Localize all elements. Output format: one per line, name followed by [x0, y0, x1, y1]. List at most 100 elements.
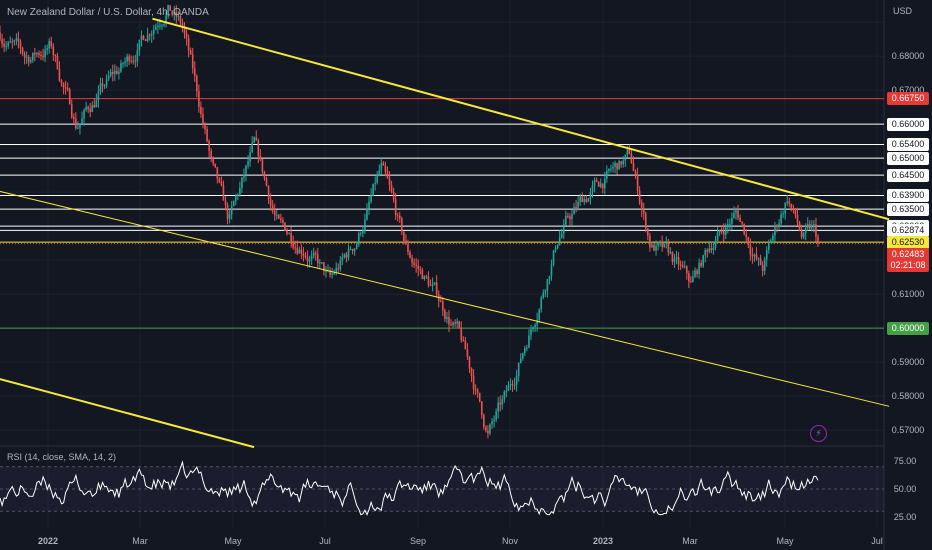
candle-body-367 [751, 254, 754, 257]
candle-body-361 [739, 217, 741, 222]
candle-body-369 [755, 254, 758, 259]
candle-body-252 [515, 376, 518, 385]
time-tick-9: Jul [871, 536, 883, 546]
candle-body-360 [737, 210, 739, 218]
time-tick-7: Mar [682, 536, 698, 546]
candle-body-300 [614, 163, 616, 167]
candle-body-41 [83, 109, 85, 119]
candle-body-262 [536, 319, 538, 325]
candle-body-188 [384, 165, 387, 172]
candle-body-397 [813, 224, 815, 226]
candle-body-353 [722, 230, 725, 235]
candle-body-71 [144, 39, 147, 42]
candle-body-348 [712, 247, 715, 250]
candle-body-391 [800, 230, 803, 238]
candle-body-20 [40, 54, 42, 56]
candle-body-159 [325, 270, 327, 272]
candle-body-106 [216, 167, 219, 179]
candle-body-168 [343, 254, 346, 258]
candle-body-53 [107, 75, 110, 79]
candle-body-47 [95, 100, 98, 108]
candle-body-35 [70, 104, 73, 118]
candle-body-199 [407, 244, 409, 253]
candle-body-374 [765, 249, 768, 260]
candle-body-140 [286, 230, 288, 235]
candle-body-264 [540, 297, 543, 310]
candle-body-190 [388, 178, 391, 185]
candle-body-84 [171, 10, 174, 15]
candlestick-series [0, 4, 819, 439]
candle-body-266 [544, 290, 547, 293]
candle-body-324 [663, 243, 666, 247]
candle-body-373 [763, 259, 766, 271]
candle-body-112 [228, 214, 231, 219]
candle-body-79 [161, 25, 163, 27]
candle-body-299 [612, 166, 614, 169]
candle-body-86 [175, 11, 178, 17]
candle-body-322 [659, 241, 661, 244]
candle-body-230 [470, 368, 473, 376]
candle-body-171 [349, 249, 352, 251]
candle-body-394 [806, 223, 809, 228]
currency-label: USD [893, 6, 913, 16]
candle-body-76 [155, 26, 157, 30]
candle-body-259 [530, 329, 532, 336]
candle-body-332 [679, 264, 682, 266]
candle-body-15 [29, 60, 32, 63]
lightning-icon[interactable]: ⚡ [810, 425, 827, 442]
candle-body-49 [99, 83, 102, 92]
candle-body-10 [19, 41, 22, 48]
candle-body-268 [548, 276, 551, 280]
candle-body-134 [273, 210, 276, 216]
candle-body-28 [56, 55, 59, 69]
candle-body-40 [81, 118, 83, 124]
candle-body-207 [423, 276, 426, 280]
trendlines [0, 17, 890, 449]
candle-body-321 [657, 243, 659, 246]
candle-body-103 [210, 150, 212, 158]
candle-body-121 [247, 161, 249, 166]
candle-body-339 [694, 270, 696, 277]
candle-body-295 [603, 178, 606, 189]
candle-body-240 [491, 421, 493, 425]
candle-body-124 [253, 137, 256, 143]
candle-body-7 [13, 40, 16, 42]
candle-body-301 [616, 163, 618, 170]
candle-body-104 [212, 157, 215, 164]
candle-body-291 [595, 180, 598, 182]
candle-body-125 [255, 137, 258, 141]
candle-body-242 [495, 411, 497, 420]
candle-body-392 [802, 233, 805, 238]
candle-body-187 [382, 163, 385, 166]
candle-body-290 [593, 180, 596, 186]
candle-body-27 [54, 54, 57, 56]
candle-body-173 [353, 248, 356, 251]
candle-body-9 [17, 38, 20, 42]
candle-body-267 [546, 279, 549, 291]
time-tick-1: Mar [132, 536, 148, 546]
candle-body-281 [575, 206, 577, 208]
candle-body-21 [42, 55, 44, 58]
time-tick-0: 2022 [38, 536, 58, 546]
candle-body-288 [589, 192, 592, 199]
candle-body-255 [521, 353, 524, 359]
candle-body-96 [196, 76, 198, 92]
candle-body-203 [415, 264, 417, 266]
candle-body-256 [524, 348, 526, 354]
candle-body-85 [173, 11, 176, 15]
candle-body-107 [218, 178, 221, 182]
price-label-7: 0.63900 [887, 189, 929, 202]
candle-body-307 [628, 149, 631, 154]
candle-body-201 [411, 257, 413, 263]
candle-body-108 [220, 181, 223, 186]
candle-body-212 [433, 282, 436, 285]
price-label-15: 0.60000 [887, 321, 929, 335]
candle-body-246 [503, 391, 506, 400]
candle-body-183 [374, 182, 376, 184]
candle-body-25 [50, 41, 53, 47]
candle-body-331 [677, 257, 680, 265]
candle-body-378 [774, 225, 776, 236]
candle-body-34 [68, 89, 71, 105]
candle-body-147 [300, 249, 303, 254]
